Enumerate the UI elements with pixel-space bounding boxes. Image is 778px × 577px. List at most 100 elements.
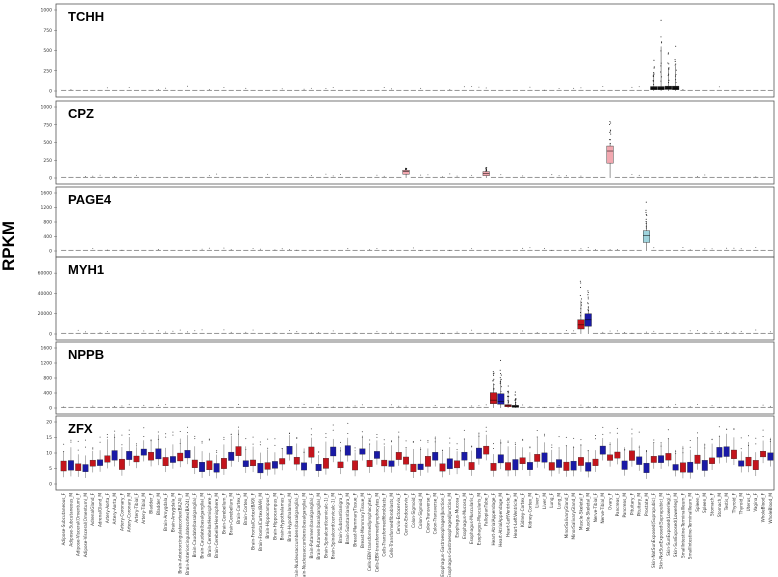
outlier-point	[631, 332, 633, 334]
outlier-point	[645, 221, 647, 223]
outlier-point	[106, 436, 108, 438]
y-tick-label: 1600	[41, 346, 53, 352]
outlier-point	[187, 426, 188, 428]
outlier-point	[245, 438, 247, 440]
outlier-point	[529, 446, 531, 448]
x-tick-label: Heart-LeftVentricle_F	[505, 492, 510, 536]
outlier-point	[493, 443, 494, 445]
outlier-point	[194, 438, 196, 440]
outlier-point	[522, 175, 524, 177]
box-Artery-Aorta_M	[111, 450, 118, 461]
outlier-point	[500, 174, 502, 176]
box-Thyroid_F	[731, 449, 737, 459]
outlier-point	[558, 436, 560, 438]
x-tick-label: Cervix-Ectocervix_F	[396, 492, 401, 534]
outlier-point	[318, 451, 320, 453]
outlier-point	[391, 440, 392, 442]
x-tick-label: Muscle-Skeletal_M	[586, 493, 591, 532]
y-tick-label: 5	[49, 466, 52, 472]
outlier-point	[245, 449, 247, 451]
outlier-point	[660, 62, 662, 64]
outlier-point	[544, 248, 545, 249]
box-Pancreas_F	[614, 451, 621, 459]
x-axis-tissue-labels: Adipose-Subcutaneous_F Adipose-Subcutaneo…	[61, 492, 773, 577]
box-Adipose-Subcutaneous_M	[68, 460, 74, 471]
x-tick-label: Kidney-Cortex_M	[527, 493, 532, 529]
y-tick-label: 60000	[38, 271, 52, 277]
outlier-point	[711, 405, 713, 407]
outlier-point	[675, 81, 677, 84]
outlier-point	[478, 435, 480, 437]
x-tick-label: Esophagus-GastroesophagealJunction_F	[440, 492, 445, 576]
outlier-point	[660, 19, 662, 21]
outlier-point	[645, 222, 647, 225]
outlier-point	[223, 87, 225, 88]
box-Skin-NotSunExposed(Suprapubic)_F	[650, 456, 657, 463]
outlier-point	[63, 443, 65, 445]
box-Skin-NotSunExposed(Suprapubic)_M	[657, 86, 665, 90]
outlier-point	[179, 442, 181, 444]
outlier-point	[645, 213, 647, 215]
outlier-point	[595, 406, 596, 408]
outlier-point	[332, 429, 334, 431]
box-Skin-SunExposed(Lowerleg)_M	[672, 85, 680, 90]
x-tick-label: Cells-EBV-transformedlymphocytes_F	[367, 492, 372, 571]
outlier-point	[668, 79, 670, 81]
outlier-point	[631, 428, 633, 430]
outlier-point	[252, 329, 254, 331]
outlier-point	[660, 50, 662, 52]
outlier-point	[259, 248, 261, 250]
box-Brain-Cortex_F	[235, 446, 242, 456]
outlier-point	[580, 87, 582, 89]
x-tick-label: Adipose-Subcutaneous_F	[61, 492, 66, 545]
outlier-point	[616, 248, 618, 250]
outlier-point	[580, 248, 582, 250]
outlier-point	[405, 440, 407, 442]
outlier-point	[99, 436, 101, 438]
outlier-point	[478, 432, 480, 434]
outlier-point	[675, 69, 677, 71]
outlier-point	[522, 404, 524, 406]
outlier-point	[449, 173, 451, 175]
box-Nerve-Tibial_F	[592, 458, 599, 466]
box-Breast-MammaryTissue_M	[359, 448, 366, 455]
outlier-point	[310, 434, 312, 436]
outlier-point	[412, 247, 414, 249]
outlier-point	[478, 405, 480, 407]
outlier-point	[172, 330, 174, 332]
outlier-point	[485, 430, 487, 432]
x-tick-label: Brain-FrontalCortex(BA9)_F	[250, 492, 255, 549]
x-tick-label: Spleen_M	[702, 493, 707, 513]
x-tick-label: Pancreas_M	[622, 493, 627, 518]
outlier-point	[631, 173, 633, 175]
outlier-point	[340, 441, 341, 443]
outlier-point	[616, 432, 618, 434]
outlier-point	[128, 404, 130, 406]
y-axis-title: RPKM	[0, 221, 18, 271]
outlier-point	[595, 438, 596, 440]
outlier-point	[704, 174, 706, 176]
y-tick-label: 0	[49, 406, 52, 412]
outlier-point	[595, 249, 596, 251]
outlier-point	[616, 427, 618, 429]
y-tick-label: 0	[49, 482, 52, 488]
x-tick-label: Esophagus-Mucosa_F	[454, 492, 459, 537]
y-tick-label: 500	[43, 48, 52, 54]
outlier-point	[587, 406, 589, 408]
outlier-point	[485, 404, 487, 406]
outlier-point	[609, 249, 611, 251]
outlier-point	[92, 175, 94, 177]
outlier-point	[391, 249, 392, 251]
outlier-point	[398, 436, 400, 438]
box-Brain-Putamen(basalganglia)_F	[308, 446, 315, 458]
outlier-point	[369, 249, 371, 251]
outlier-point	[259, 441, 261, 443]
box-Esophagus-GastroesophagealJunction_M	[446, 458, 453, 469]
outlier-point	[63, 406, 65, 408]
x-tick-label: Skin-NotSunExposed(Suprapubic)_M	[658, 493, 663, 570]
outlier-point	[507, 390, 510, 392]
panel-frame	[55, 3, 775, 98]
outlier-point	[675, 450, 677, 452]
outlier-point	[565, 175, 567, 177]
outlier-point	[99, 332, 101, 334]
